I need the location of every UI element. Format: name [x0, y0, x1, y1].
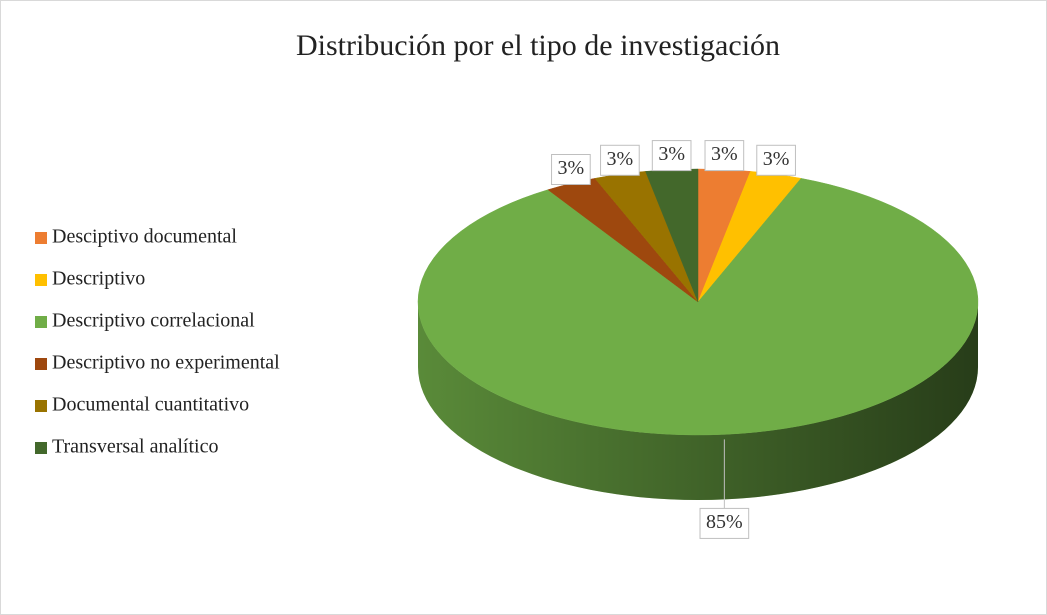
data-label: 3%: [607, 148, 634, 170]
legend-swatch: [35, 232, 47, 244]
legend-label: Desciptivo documental: [52, 226, 237, 248]
data-label: 85%: [706, 511, 743, 533]
data-label-box: [756, 144, 796, 176]
legend-label: Descriptivo no experimental: [52, 352, 280, 374]
legend-swatch: [35, 274, 47, 286]
legend-label: Descriptivo: [52, 268, 145, 290]
legend-swatch: [35, 442, 47, 454]
slice: [417, 178, 979, 436]
legend-swatch: [35, 400, 47, 412]
data-label: 3%: [763, 148, 790, 170]
data-label: 3%: [558, 157, 585, 179]
data-label: 3%: [711, 143, 738, 165]
data-label-box: [600, 144, 640, 176]
legend-swatch: [35, 316, 47, 328]
chart-title: Distribución por el tipo de investigació…: [296, 29, 780, 62]
legend-label: Documental cuantitativo: [52, 394, 249, 416]
legend-label: Descriptivo correlacional: [52, 310, 255, 332]
data-label-box: [699, 507, 750, 539]
slice-side-shade: [418, 302, 978, 500]
legend-swatch: [35, 358, 47, 370]
data-label-box: [704, 140, 745, 172]
legend-label: Transversal analítico: [52, 436, 218, 458]
data-label-box: [651, 140, 692, 172]
data-label: 3%: [658, 143, 685, 165]
data-label-box: [551, 153, 591, 185]
